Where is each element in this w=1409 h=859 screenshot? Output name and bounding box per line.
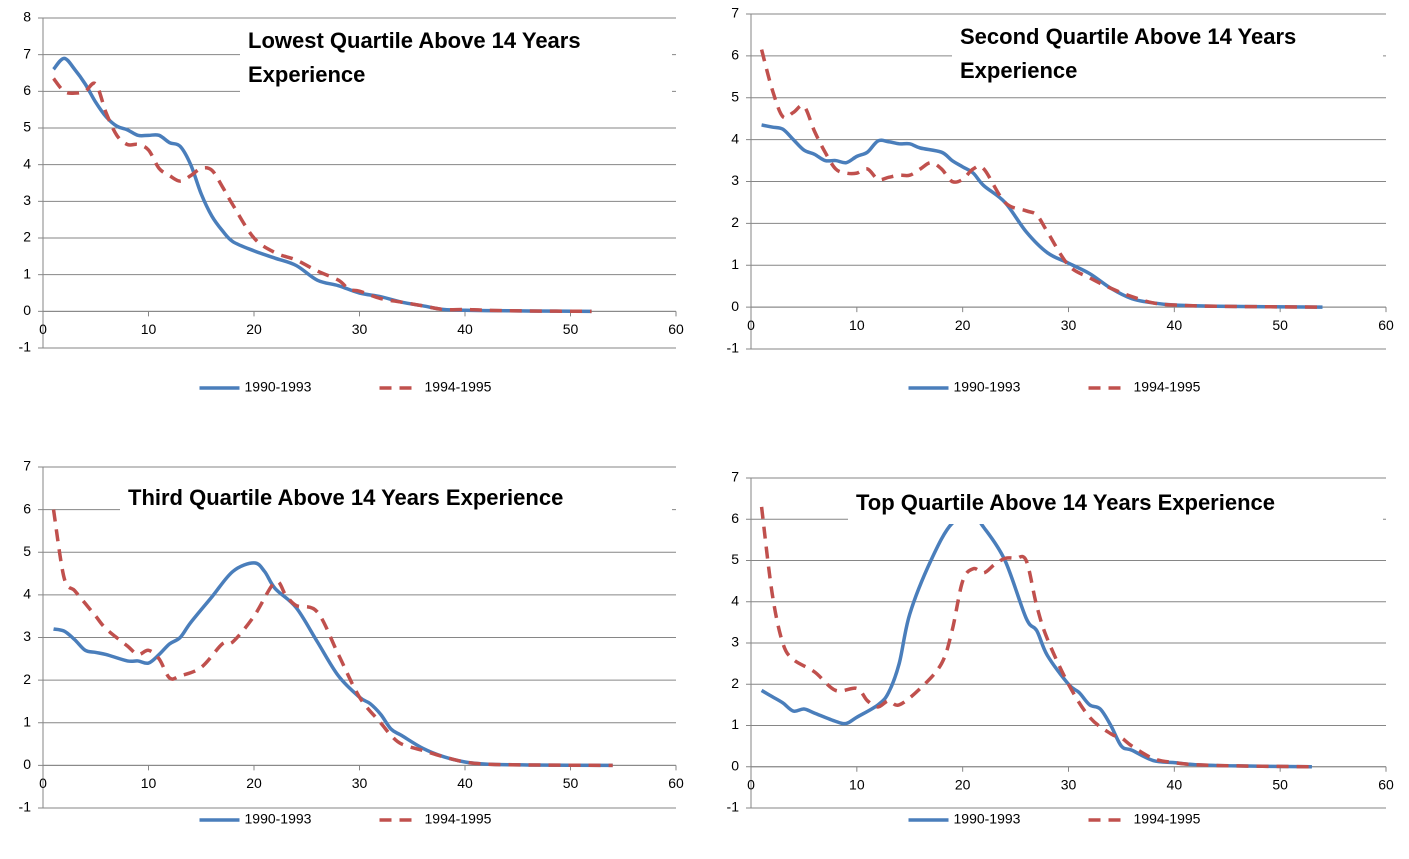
y-tick-label: 0 bbox=[23, 302, 31, 318]
x-tick-label: 60 bbox=[668, 321, 684, 337]
y-tick-label: 1 bbox=[23, 713, 31, 729]
legend-label: 1994-1995 bbox=[1134, 379, 1201, 395]
data-line bbox=[760, 515, 1312, 769]
x-tick-label: 20 bbox=[955, 776, 971, 792]
data-line bbox=[52, 77, 592, 314]
y-tick-label: 5 bbox=[731, 551, 739, 567]
legend-label: 1994-1995 bbox=[425, 811, 492, 827]
y-tick-label: 3 bbox=[23, 628, 31, 644]
y-tick-label: 1 bbox=[731, 256, 739, 272]
y-tick-label: 3 bbox=[731, 634, 739, 650]
y-tick-label: -1 bbox=[727, 340, 740, 356]
y-tick-label: 7 bbox=[731, 5, 739, 21]
chart-title: Lowest Quartile Above 14 Years Experienc… bbox=[240, 20, 672, 100]
x-tick-label: 20 bbox=[955, 317, 971, 333]
x-tick-label: 0 bbox=[39, 775, 47, 791]
x-tick-label: 60 bbox=[1378, 317, 1394, 333]
y-tick-label: 3 bbox=[731, 172, 739, 188]
x-tick-label: 50 bbox=[1272, 317, 1288, 333]
x-tick-label: 0 bbox=[747, 776, 755, 792]
y-tick-label: -1 bbox=[19, 799, 32, 815]
y-tick-label: 4 bbox=[23, 155, 31, 171]
y-tick-label: 5 bbox=[23, 543, 31, 559]
y-tick-label: 8 bbox=[23, 9, 31, 25]
y-tick-label: 6 bbox=[23, 500, 31, 516]
x-tick-label: 30 bbox=[1061, 317, 1077, 333]
data-line bbox=[759, 49, 1323, 309]
x-tick-label: 10 bbox=[849, 317, 865, 333]
x-tick-label: 10 bbox=[849, 776, 865, 792]
x-tick-label: 50 bbox=[563, 321, 579, 337]
legend-label: 1994-1995 bbox=[425, 379, 492, 395]
chart-title: Third Quartile Above 14 Years Experience bbox=[120, 477, 672, 519]
y-tick-label: 2 bbox=[731, 675, 739, 691]
x-tick-label: 40 bbox=[457, 775, 473, 791]
legend-label: 1990-1993 bbox=[954, 379, 1021, 395]
x-tick-label: 30 bbox=[352, 321, 368, 337]
x-tick-label: 40 bbox=[457, 321, 473, 337]
x-tick-label: 10 bbox=[141, 321, 157, 337]
x-tick-label: 40 bbox=[1167, 776, 1183, 792]
x-tick-label: 0 bbox=[39, 321, 47, 337]
x-tick-label: 10 bbox=[141, 775, 157, 791]
data-line bbox=[53, 561, 613, 768]
x-tick-label: 60 bbox=[668, 775, 684, 791]
x-tick-label: 20 bbox=[246, 321, 262, 337]
data-line bbox=[759, 506, 1312, 769]
legend-label: 1990-1993 bbox=[245, 811, 312, 827]
y-tick-label: 0 bbox=[23, 756, 31, 772]
y-tick-label: 7 bbox=[23, 458, 31, 474]
legend-label: 1994-1995 bbox=[1134, 811, 1201, 827]
y-tick-label: -1 bbox=[727, 799, 740, 815]
y-tick-label: 0 bbox=[731, 298, 739, 314]
y-tick-label: 2 bbox=[23, 671, 31, 687]
y-tick-label: 4 bbox=[731, 130, 739, 146]
x-tick-label: 40 bbox=[1167, 317, 1183, 333]
y-tick-label: 5 bbox=[23, 119, 31, 135]
x-tick-label: 60 bbox=[1378, 776, 1394, 792]
x-tick-label: 0 bbox=[747, 317, 755, 333]
x-tick-label: 30 bbox=[352, 775, 368, 791]
chart-title: Top Quartile Above 14 Years Experience bbox=[848, 482, 1383, 524]
y-tick-label: 1 bbox=[23, 265, 31, 281]
chart-title: Second Quartile Above 14 Years Experienc… bbox=[952, 16, 1383, 96]
y-tick-label: 7 bbox=[23, 45, 31, 61]
legend-label: 1990-1993 bbox=[954, 811, 1021, 827]
x-tick-label: 30 bbox=[1061, 776, 1077, 792]
y-tick-label: 6 bbox=[731, 47, 739, 63]
y-tick-label: 7 bbox=[731, 469, 739, 485]
x-tick-label: 50 bbox=[563, 775, 579, 791]
y-tick-label: 2 bbox=[731, 214, 739, 230]
y-tick-label: 5 bbox=[731, 88, 739, 104]
y-tick-label: 4 bbox=[731, 592, 739, 608]
y-tick-label: -1 bbox=[19, 339, 32, 355]
x-tick-label: 20 bbox=[246, 775, 262, 791]
y-tick-label: 6 bbox=[731, 510, 739, 526]
y-tick-label: 1 bbox=[731, 716, 739, 732]
x-tick-label: 50 bbox=[1272, 776, 1288, 792]
data-line bbox=[761, 123, 1323, 309]
y-tick-label: 2 bbox=[23, 229, 31, 245]
y-tick-label: 0 bbox=[731, 757, 739, 773]
y-tick-label: 6 bbox=[23, 82, 31, 98]
legend-label: 1990-1993 bbox=[245, 379, 312, 395]
y-tick-label: 3 bbox=[23, 192, 31, 208]
y-tick-label: 4 bbox=[23, 586, 31, 602]
